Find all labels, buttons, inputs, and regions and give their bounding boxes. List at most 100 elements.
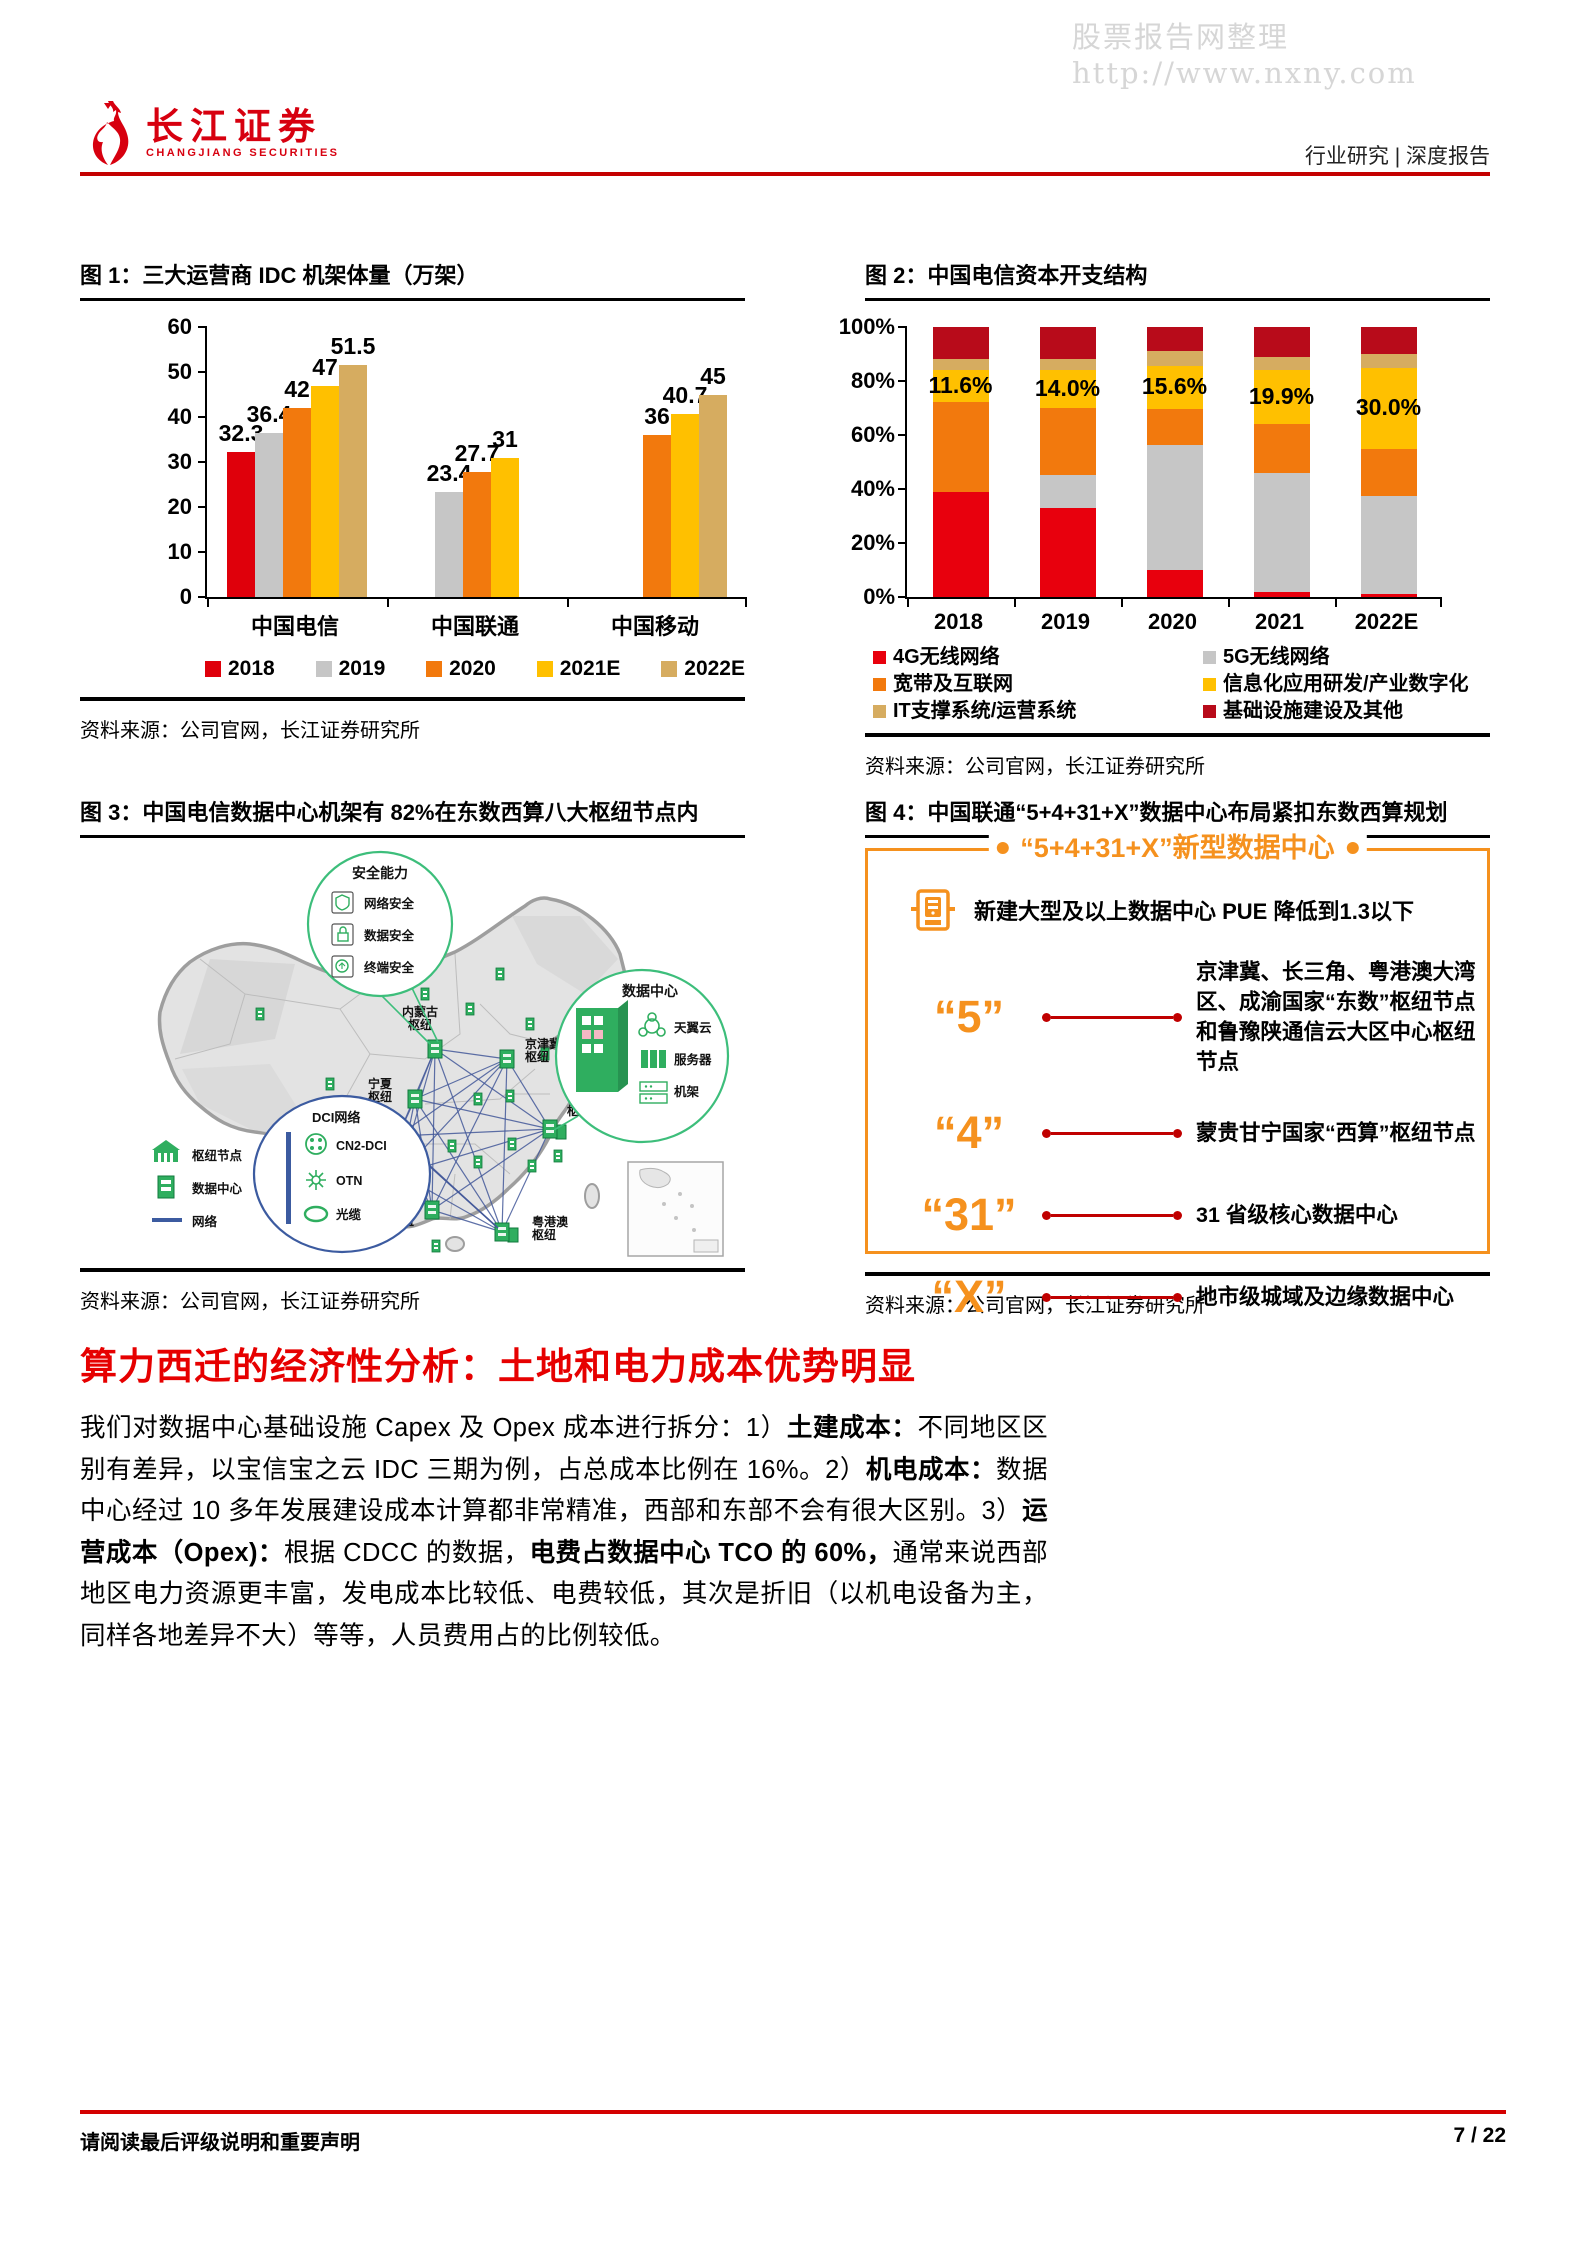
segment-宽带及互联网 [932, 401, 989, 492]
data-security-icon [331, 923, 354, 946]
security-callout-title: 安全能力 [352, 865, 408, 881]
bar-value-label: 47 [312, 353, 338, 380]
fig4-connector [1042, 1128, 1182, 1138]
title-dot-left [996, 842, 1009, 854]
hub-京津冀枢纽: 京津冀枢纽 [499, 1036, 561, 1069]
y-tick-label: 60 [167, 314, 192, 339]
legend-item-信息化应用研发/产业数字化: 信息化应用研发/产业数字化 [1203, 672, 1490, 697]
segment-宽带及互联网 [1146, 408, 1203, 445]
fig4-row-1: “5” 京津冀、长三角、粤港澳大湾区、成渝国家“东数”枢纽节点和鲁豫陕通信云大区中… [910, 957, 1487, 1077]
x-boundary-tick [1440, 599, 1442, 607]
x-boundary-tick [745, 599, 747, 607]
figure-3-map: 内蒙古枢纽京津冀枢纽宁夏枢纽甘肃枢纽成渝枢纽贵州枢纽粤港澳枢纽长三角枢纽 安全能… [80, 844, 745, 1268]
figure-1-plot: 32.3 36.4 42 47 51.5 23.4 27.7 31 36 40.7 45 [198, 326, 747, 607]
dc-item-2: 服务器 [674, 1052, 712, 1067]
connector-line [1051, 1213, 1173, 1217]
south-sea-inset [627, 1161, 724, 1257]
dc-item-1: 天翼云 [674, 1021, 712, 1035]
fig4-row-desc: 地市级城域及边缘数据中心 [1196, 1285, 1455, 1309]
taiwan-island [584, 1183, 600, 1209]
segment-信息化应用研发/产业数字化 [932, 370, 989, 402]
security-item-3: 终端安全 [364, 960, 415, 975]
x-boundary-tick [207, 599, 209, 607]
dc-item-3: 机架 [674, 1084, 700, 1099]
cabinet-large-icon [576, 1000, 628, 1092]
bar-2022E [699, 394, 727, 597]
x-boundary-tick [1228, 599, 1230, 607]
figure-1-legend: 2018 2019 2020 2021E 2022E [205, 657, 745, 681]
y-tick-label: 40% [850, 476, 895, 501]
x-category-label: 2022E [1354, 609, 1419, 634]
bar-value-label: 45 [700, 362, 726, 389]
connector-line [1051, 1015, 1173, 1019]
segment-基础设施建设及其他 [1146, 327, 1203, 352]
svg-text:京津冀枢纽: 京津冀枢纽 [525, 1036, 561, 1064]
y-tick-label: 20% [850, 530, 895, 555]
connector-dot [1173, 1128, 1182, 1138]
segment-信息化应用研发/产业数字化 [1146, 366, 1203, 409]
segment-信息化应用研发/产业数字化 [1360, 367, 1417, 449]
cn2-dci-icon [305, 1133, 327, 1155]
segment-5G无线网络 [1146, 444, 1203, 570]
figure-3-source: 资料来源：公司官网，长江证券研究所 [80, 1290, 420, 1313]
x-category-label: 中国联通 [430, 614, 519, 639]
y-tick-label: 50 [167, 359, 192, 384]
x-category-label: 2018 [934, 609, 983, 634]
connector-dot [1042, 1210, 1051, 1220]
y-tick-label: 0 [179, 584, 192, 609]
figure-2-legend: 4G无线网络 5G无线网络 宽带及互联网 信息化应用研发/产业数字化 IT支撑系统/运营… [873, 645, 1490, 724]
y-tick-label: 20 [167, 494, 192, 519]
network-security-icon [331, 891, 354, 914]
fig4-row-desc: 京津冀、长三角、粤港澳大湾区、成渝国家“东数”枢纽节点和鲁豫陕通信云大区中心枢纽… [1196, 960, 1476, 1074]
segment-4G无线网络 [932, 491, 989, 597]
y-tick-mark [198, 371, 207, 373]
figure-4-source: 资料来源：公司官网，长江证券研究所 [865, 1294, 1205, 1317]
segment-value-label: 11.6% [928, 371, 993, 398]
segment-宽带及互联网 [1360, 448, 1417, 496]
bar-2021E [491, 457, 519, 597]
section-heading: 算力西迁的经济性分析：土地和电力成本优势明显 [80, 1346, 916, 1387]
segment-宽带及互联网 [1039, 408, 1096, 475]
legend-swatch [873, 678, 886, 691]
footer-rule [80, 2110, 1506, 2114]
segment-IT支撑系统/运营系统 [932, 359, 989, 371]
y-tick-mark [898, 434, 907, 436]
y-tick-mark [898, 488, 907, 490]
connector-dot [1042, 1128, 1051, 1138]
legend-item-IT支撑系统/运营系统: IT支撑系统/运营系统 [873, 699, 1203, 724]
figure-2-caption: 图 2：中国电信资本开支结构 [865, 258, 1490, 301]
legend-dc-label: 数据中心 [191, 1181, 243, 1196]
legend-swatch [873, 651, 886, 664]
hainan-island [445, 1236, 465, 1252]
legend-swatch [1203, 705, 1216, 718]
fig4-row-number: “31” [921, 1189, 1017, 1240]
fig4-row-desc: 31 省级核心数据中心 [1196, 1203, 1398, 1227]
y-tick-mark [198, 596, 207, 598]
server-icon [641, 1050, 666, 1068]
figure-3: 图 3：中国电信数据中心机架有 82%在东数西算八大枢纽节点内 [80, 795, 745, 1314]
y-tick-mark [198, 461, 207, 463]
bold-run: 机电成本： [865, 1455, 997, 1484]
connector-line [1051, 1295, 1173, 1299]
fig4-rows: “5” 京津冀、长三角、粤港澳大湾区、成渝国家“东数”枢纽节点和鲁豫陕通信云大区中… [910, 957, 1487, 1323]
hub-node-icon [152, 1140, 180, 1162]
y-tick-label: 40 [167, 404, 192, 429]
map-legend: 枢纽节点 数据中心 网络 [152, 1140, 243, 1229]
segment-4G无线网络 [1253, 591, 1310, 597]
header-rule [80, 172, 1490, 176]
segment-value-label: 15.6% [1141, 373, 1208, 400]
fig4-connector [1042, 1292, 1182, 1302]
segment-宽带及互联网 [1253, 424, 1310, 473]
legend-swatch [315, 661, 332, 677]
dci-item-2: OTN [336, 1174, 362, 1188]
segment-IT支撑系统/运营系统 [1039, 359, 1096, 371]
legend-swatch [205, 661, 221, 677]
fig4-pue-row: 新建大型及以上数据中心 PUE 降低到1.3以下 [910, 887, 1467, 933]
rack-icon [639, 1081, 668, 1104]
bar-2020 [283, 408, 311, 597]
watermark: 股票报告网整理http://www.nxny.com [1072, 20, 1417, 90]
connector-dot [1042, 1292, 1051, 1302]
legend-network-label: 网络 [192, 1214, 218, 1229]
security-callout: 安全能力 网络安全 数据安全 [306, 850, 454, 1045]
datacenter-marker [325, 1077, 335, 1091]
